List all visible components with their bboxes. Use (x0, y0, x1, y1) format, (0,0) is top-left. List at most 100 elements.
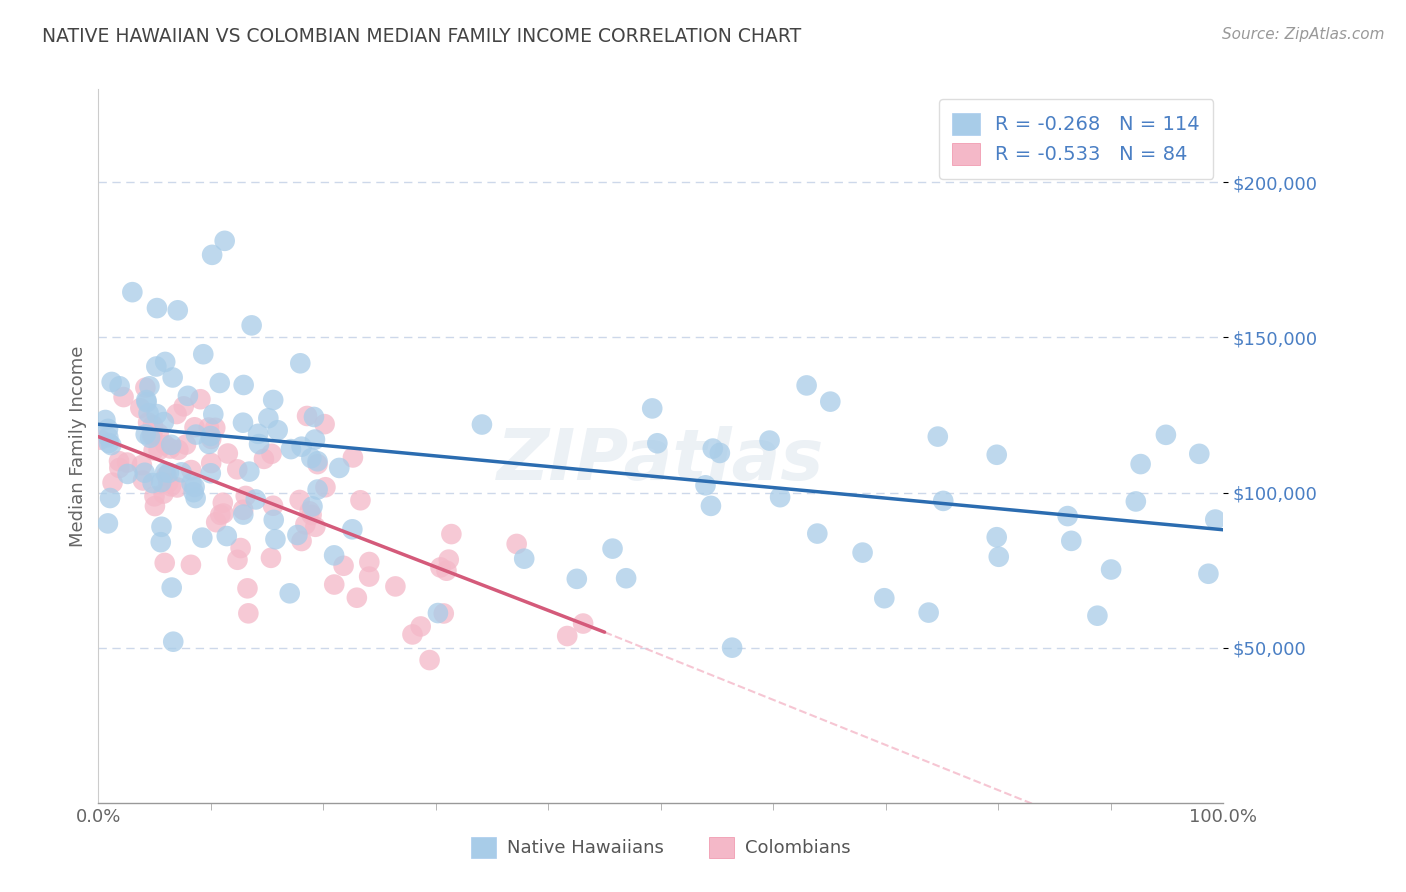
Point (1129, 457, 1152, 471)
Point (138, 379, 160, 393)
Point (139, 431, 162, 445)
Point (134, 466, 156, 480)
Point (328, 461, 350, 475)
Point (214, 234, 236, 248)
Point (212, 507, 235, 521)
Point (142, 418, 165, 433)
Point (278, 586, 301, 600)
Point (851, 546, 873, 560)
Point (160, 581, 183, 595)
Point (513, 551, 536, 566)
Point (426, 606, 449, 620)
Point (437, 552, 460, 566)
Point (287, 528, 309, 542)
Point (806, 526, 828, 541)
Point (245, 492, 267, 507)
Point (100, 375, 122, 389)
Point (436, 564, 458, 578)
Point (136, 416, 159, 430)
Point (323, 549, 346, 563)
Point (471, 417, 494, 432)
Point (291, 440, 314, 454)
Point (301, 500, 323, 514)
Point (264, 533, 287, 547)
Point (709, 446, 731, 460)
Point (235, 489, 257, 503)
Point (166, 407, 188, 421)
Point (1154, 427, 1177, 442)
Point (108, 461, 131, 475)
Point (342, 522, 364, 536)
Point (153, 415, 176, 429)
Point (143, 499, 166, 513)
Point (641, 401, 664, 416)
Point (307, 454, 329, 468)
Point (260, 447, 283, 461)
Point (211, 496, 233, 510)
Point (190, 392, 212, 407)
Point (419, 653, 441, 667)
Point (153, 556, 176, 570)
Point (226, 462, 249, 476)
Point (145, 407, 167, 421)
Point (263, 513, 285, 527)
Point (138, 406, 160, 420)
Point (555, 629, 578, 643)
Point (183, 420, 205, 434)
Point (232, 416, 254, 430)
Point (298, 504, 321, 518)
Point (132, 474, 155, 488)
Point (150, 475, 173, 490)
Point (247, 426, 270, 441)
Point (342, 450, 364, 465)
Point (97, 430, 120, 444)
Point (145, 359, 167, 374)
Point (290, 356, 312, 370)
Legend: Native Hawaiians, Colombians: Native Hawaiians, Colombians (464, 830, 858, 865)
Point (232, 378, 254, 392)
Point (142, 443, 165, 458)
Point (180, 463, 202, 477)
Point (505, 537, 527, 551)
Point (295, 409, 318, 423)
Point (932, 494, 955, 508)
Point (152, 486, 174, 500)
Point (323, 577, 346, 591)
Point (160, 479, 183, 493)
Point (796, 378, 818, 392)
Point (117, 467, 139, 481)
Point (98, 491, 121, 505)
Point (247, 437, 270, 451)
Point (142, 476, 165, 491)
Point (702, 442, 724, 456)
Point (266, 423, 288, 437)
Point (180, 476, 202, 491)
Point (129, 401, 152, 416)
Point (94, 413, 117, 427)
Point (1125, 494, 1147, 508)
Point (1099, 562, 1122, 576)
Point (1060, 533, 1083, 548)
Point (647, 436, 669, 450)
Point (232, 508, 254, 522)
Point (135, 395, 157, 409)
Point (217, 446, 239, 460)
Point (198, 420, 221, 434)
Point (332, 558, 354, 573)
Point (143, 489, 166, 503)
Point (202, 407, 225, 421)
Point (1188, 447, 1211, 461)
Point (155, 355, 177, 369)
Point (304, 520, 326, 534)
Point (987, 549, 1010, 564)
Point (153, 465, 176, 479)
Point (927, 429, 949, 443)
Point (349, 493, 371, 508)
Point (97, 422, 120, 436)
Point (262, 499, 284, 513)
Point (769, 490, 792, 504)
Point (200, 432, 222, 446)
Point (97, 516, 120, 531)
Point (204, 421, 226, 435)
Point (409, 619, 432, 633)
